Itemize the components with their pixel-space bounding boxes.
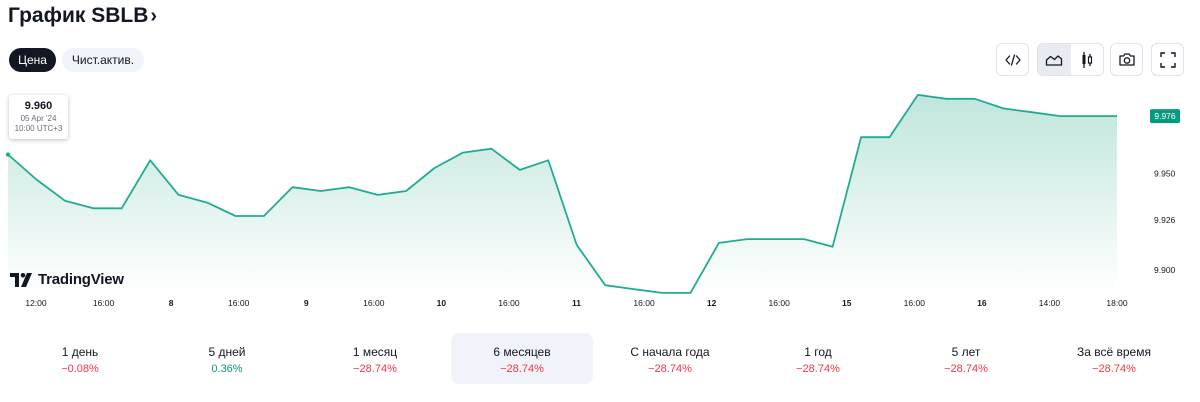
tooltip-value: 9.960 — [24, 100, 53, 112]
x-tick-label: 16:00 — [93, 298, 115, 308]
period-change: −28.74% — [944, 363, 988, 375]
x-tick-label: 16:00 — [633, 298, 655, 308]
screenshot-button[interactable] — [1110, 43, 1143, 76]
period-label: С начала года — [630, 345, 710, 359]
period-label: За всё время — [1077, 345, 1151, 359]
chart-style-toggle — [1037, 43, 1104, 76]
fullscreen-icon — [1159, 51, 1176, 68]
candlestick-button[interactable] — [1071, 44, 1104, 75]
fullscreen-button[interactable] — [1151, 43, 1184, 76]
period-option[interactable]: 1 месяц −28.74% — [304, 333, 446, 384]
period-option[interactable]: За всё время −28.74% — [1043, 333, 1185, 384]
page-title[interactable]: График SBLB › — [8, 4, 157, 28]
period-label: 1 год — [804, 345, 832, 359]
x-tick-label: 16:00 — [769, 298, 791, 308]
tab-nav[interactable]: Чист.актив. — [62, 48, 144, 72]
period-label: 5 лет — [951, 345, 981, 359]
period-label: 1 день — [61, 345, 99, 359]
x-tick-label: 15 — [842, 298, 852, 308]
area-chart-button[interactable] — [1038, 44, 1071, 75]
price-area-fill — [8, 94, 1117, 293]
x-tick-label: 12 — [707, 298, 717, 308]
data-point — [5, 152, 11, 157]
tradingview-logo[interactable]: TradingView — [10, 271, 124, 288]
embed-code-button[interactable] — [996, 43, 1029, 76]
tab-price[interactable]: Цена — [9, 48, 56, 72]
period-change: −28.74% — [796, 363, 840, 375]
y-tick-label: 9.900 — [1154, 265, 1176, 275]
chevron-right-icon: › — [150, 4, 158, 27]
camera-icon — [1118, 53, 1135, 66]
title-text: График SBLB — [8, 4, 149, 27]
x-tick-label: 16:00 — [498, 298, 520, 308]
tooltip-time: 10:00 UTC+3 — [14, 124, 63, 133]
x-tick-label: 18:00 — [1106, 298, 1128, 308]
period-option[interactable]: 1 день −0.08% — [9, 333, 151, 384]
period-label: 1 месяц — [352, 345, 398, 359]
period-selector: 1 день −0.08% 5 дней 0.36% 1 месяц −28.74% 6 м… — [0, 333, 1200, 384]
crosshair-tooltip: 9.960 05 Apr '24 10:00 UTC+3 — [9, 95, 68, 139]
x-tick-label: 11 — [572, 298, 581, 308]
last-price-badge — [1150, 109, 1180, 124]
period-option[interactable]: С начала года −28.74% — [599, 333, 741, 384]
period-option[interactable]: 6 месяцев −28.74% — [451, 333, 593, 384]
x-tick-label: 16:00 — [904, 298, 926, 308]
x-tick-label: 10 — [437, 298, 447, 308]
period-change: −28.74% — [353, 363, 397, 375]
last-price-label: 9.976 — [1154, 111, 1176, 121]
code-icon — [1004, 53, 1021, 66]
x-tick-label: 16:00 — [228, 298, 250, 308]
y-tick-label: 9.926 — [1154, 215, 1176, 225]
area-chart-icon — [1046, 54, 1063, 66]
period-change: 0.36% — [211, 363, 243, 375]
x-tick-label: 9 — [304, 298, 309, 308]
price-chart[interactable]: 9.950 9.926 9.900 9.976 12:00 16:00 8 16:00 9 16… — [0, 88, 1200, 320]
chart-svg: 9.950 9.926 9.900 9.976 12:00 16:00 8 16:00 9 16… — [5, 94, 1180, 308]
tooltip-date: 05 Apr '24 — [20, 114, 57, 123]
x-tick-label: 12:00 — [25, 298, 47, 308]
x-tick-label: 8 — [169, 298, 174, 308]
period-change: −28.74% — [1092, 363, 1136, 375]
x-tick-label: 16 — [977, 298, 987, 308]
tradingview-logo-icon — [10, 272, 32, 287]
tradingview-logo-text: TradingView — [38, 271, 124, 288]
period-label: 5 дней — [208, 345, 246, 359]
candlestick-icon — [1082, 51, 1092, 68]
period-change: −0.08% — [61, 363, 99, 375]
x-tick-label: 14:00 — [1039, 298, 1061, 308]
period-option[interactable]: 1 год −28.74% — [747, 333, 889, 384]
period-change: −28.74% — [500, 363, 544, 375]
period-option[interactable]: 5 дней 0.36% — [156, 333, 298, 384]
x-tick-label: 16:00 — [363, 298, 385, 308]
y-tick-label: 9.950 — [1154, 169, 1176, 179]
period-label: 6 месяцев — [493, 345, 551, 359]
period-option[interactable]: 5 лет −28.74% — [895, 333, 1037, 384]
price-line — [7, 94, 1117, 294]
period-change: −28.74% — [648, 363, 692, 375]
